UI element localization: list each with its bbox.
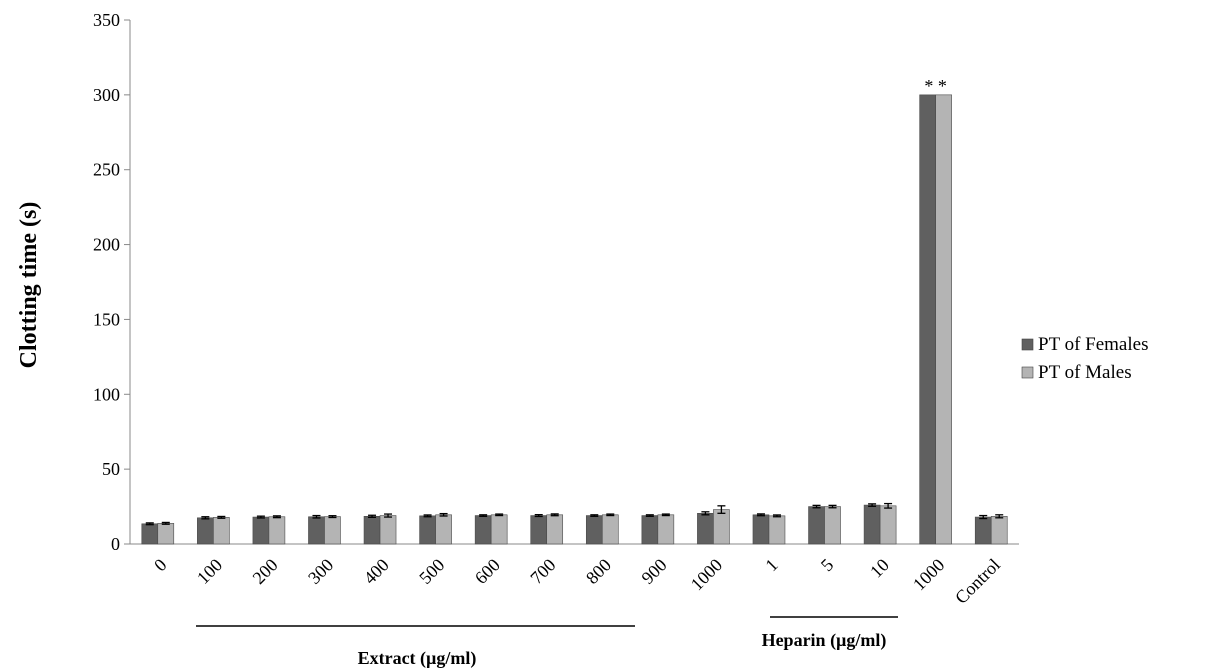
y-tick-label: 100	[93, 384, 120, 404]
bar-males	[213, 517, 230, 545]
bar-females	[697, 513, 714, 545]
x-tick-label: 500	[415, 555, 448, 588]
x-tick-label: 1000	[687, 555, 727, 595]
x-tick-label: 5	[817, 555, 838, 576]
x-tick-label: 200	[249, 555, 282, 588]
bar-males	[324, 516, 341, 545]
extract-group-label: Extract (µg/ml)	[358, 648, 477, 669]
x-tick-label: 10	[866, 555, 893, 582]
x-tick-label: 800	[582, 555, 615, 588]
annotations: * *	[924, 76, 947, 96]
significance-annotation: * *	[924, 76, 947, 96]
bar-females	[863, 504, 881, 545]
x-tick-label: Control	[951, 555, 1004, 608]
x-tick-label: 600	[471, 555, 504, 588]
x-ticks: 0 100 200 300 400 500 600 700 800 900 1000 1 5 10 1000…	[150, 555, 1004, 608]
bars	[141, 94, 1008, 545]
bar-females	[419, 515, 436, 545]
y-tick-label: 250	[93, 160, 120, 180]
bar-females	[919, 94, 936, 545]
bar-females	[252, 516, 270, 545]
legend-swatch-males	[1021, 366, 1034, 379]
legend-label-females: PT of Females	[1038, 334, 1148, 355]
legend-item-males: PT of Males	[1021, 362, 1132, 383]
bar-males	[490, 514, 508, 545]
bar-females	[197, 517, 214, 545]
bar-females	[308, 516, 325, 545]
bar-males	[824, 506, 841, 545]
bar-males	[379, 515, 397, 545]
bar-males	[935, 94, 952, 545]
legend-item-females: PT of Females	[1021, 334, 1148, 355]
x-tick-label: 400	[360, 555, 393, 588]
bar-males	[601, 514, 619, 545]
bar-females	[808, 506, 825, 545]
bar-females	[530, 515, 548, 545]
bar-males	[990, 516, 1008, 545]
bar-males	[268, 516, 286, 545]
x-tick-label: 1	[761, 555, 782, 576]
y-tick-label: 50	[102, 459, 120, 479]
bar-females	[641, 515, 659, 545]
y-tick-label: 150	[93, 309, 120, 329]
bar-females	[141, 523, 159, 545]
y-ticks: 0 50 100 150 200 250 300 350	[93, 10, 130, 554]
legend: PT of Females PT of Males	[1021, 334, 1148, 383]
y-axis-title: Clotting time (s)	[16, 202, 42, 369]
bar-males	[657, 514, 675, 545]
y-tick-label: 300	[93, 85, 120, 105]
bar-females	[585, 515, 603, 545]
heparin-group-label: Heparin (µg/ml)	[762, 630, 887, 651]
x-tick-label: 300	[304, 555, 337, 588]
x-tick-label: 1000	[909, 555, 949, 595]
bar-females	[363, 516, 381, 545]
bar-males	[713, 509, 730, 545]
x-tick-label: 100	[193, 555, 226, 588]
x-tick-label: 700	[526, 555, 559, 588]
bar-males	[879, 505, 897, 545]
legend-swatch-females	[1021, 338, 1034, 351]
bar-females	[752, 514, 770, 545]
x-tick-label: 900	[637, 555, 670, 588]
y-tick-label: 350	[93, 10, 120, 30]
y-tick-label: 200	[93, 235, 120, 255]
bar-males	[435, 514, 452, 545]
x-tick-label: 0	[150, 555, 171, 576]
y-tick-label: 0	[111, 534, 120, 554]
bar-males	[546, 514, 564, 545]
bar-males	[157, 523, 175, 545]
bar-females	[474, 515, 492, 545]
legend-label-males: PT of Males	[1038, 362, 1132, 383]
bar-males	[768, 515, 786, 545]
bar-females	[974, 516, 992, 545]
